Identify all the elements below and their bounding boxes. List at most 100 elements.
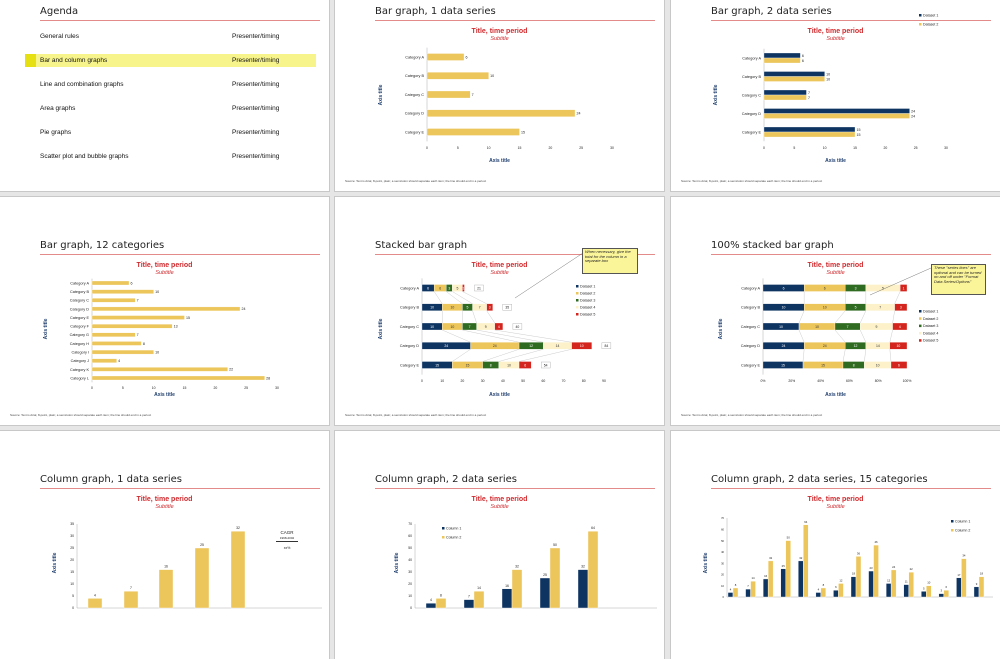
column-value-label: 5 (923, 586, 925, 590)
title-divider (711, 254, 991, 255)
legend-swatch (576, 285, 579, 288)
column-value-label: 23 (869, 566, 873, 570)
y-tick-label: 35 (70, 522, 74, 526)
agenda-item[interactable]: General rules Presenter/timing (0, 30, 329, 43)
series-line (446, 291, 463, 304)
legend-swatch (919, 14, 922, 17)
category-label: Category C (741, 325, 760, 329)
column-value-label: 18 (980, 572, 984, 576)
series-line (442, 329, 471, 343)
segment-value-label: 3 (489, 306, 491, 310)
chart-plot: 0 10 20 30 40 50 60 70 4 7 16 25 32 8 14 32 50 64 Column 1… (408, 522, 657, 610)
agenda-item[interactable]: Bar and column graphs Presenter/timing (0, 54, 329, 67)
agenda-item[interactable]: Area graphs Presenter/timing (0, 102, 329, 115)
agenda-item[interactable]: Line and combination graphs Presenter/tim… (0, 78, 329, 91)
column-value-label: 64 (804, 520, 808, 524)
x-tick-label: 0 (763, 146, 765, 150)
column-value-label: 7 (747, 584, 749, 588)
slide-column-graph-1-series[interactable]: Column graph, 1 data series 0 5 10 15 20 25 30 3… (0, 431, 329, 659)
bar (91, 306, 241, 312)
column-bar (194, 547, 210, 609)
y-tick-label: 20 (721, 573, 724, 577)
total-value: 84 (604, 344, 608, 348)
series-line (462, 291, 487, 304)
bar-value-label: 24 (911, 114, 915, 118)
segment-value-label: 5 (855, 306, 857, 310)
chart-subtitle: Subtitle (155, 504, 174, 510)
x-tick-label: 30 (944, 146, 948, 150)
column-bar (463, 599, 475, 609)
x-tick-label: 20 (213, 386, 217, 390)
y-tick-label: 10 (721, 584, 724, 588)
y-axis-title: Axis title (43, 318, 49, 340)
slide-column-graph-15-categories[interactable]: Column graph, 2 data series, 15 categori… (671, 431, 1000, 659)
column-value-label: 46 (874, 540, 878, 544)
bar (91, 280, 130, 286)
segment-value-label: 6 (824, 286, 826, 290)
y-tick-label: 20 (70, 558, 74, 562)
chart-subtitle: Subtitle (490, 270, 509, 276)
segment-value-label: 7 (469, 325, 471, 329)
slide-stacked-bar-graph[interactable]: Stacked bar graph 0 10 20 30 40 50 60 70 80 90 Cate… (335, 197, 664, 425)
bar-value-label: 7 (137, 299, 139, 303)
segment-value-label: 10 (823, 306, 827, 310)
slide-column-graph-2-series[interactable]: Column graph, 2 data series 0 10 20 30 40 50 60… (335, 431, 664, 659)
segment-value-label: 7 (847, 325, 849, 329)
series-line (798, 329, 805, 343)
agenda-item[interactable]: Scatter plot and bubble graphs Presenter/… (0, 150, 329, 163)
chart-subtitle: Subtitle (155, 270, 174, 276)
legend-label: Dataset 1 (923, 14, 938, 18)
callout-pointer (869, 267, 932, 296)
category-label: Category H (70, 342, 89, 346)
x-tick-label: 15 (518, 146, 522, 150)
column-bar (727, 592, 734, 598)
segment-value-label: 24 (782, 344, 786, 348)
column-bar (803, 524, 809, 598)
slide-title: Bar graph, 12 categories (40, 240, 165, 251)
slide-title: Column graph, 1 data series (40, 474, 182, 485)
legend-label: Dataset 4 (923, 331, 938, 335)
bar (91, 375, 265, 381)
column-value-label: 25 (782, 564, 786, 568)
category-label: Category B (400, 306, 419, 310)
bar-segment (518, 361, 532, 369)
agenda-item[interactable]: Pie graphs Presenter/timing (0, 126, 329, 139)
column-bar (873, 544, 879, 598)
slide-agenda[interactable]: Agenda General rules Presenter/timing Bar a… (0, 0, 329, 191)
slide-bar-graph-12-categories[interactable]: Bar graph, 12 categories 0 5 10 15 20 25 30 Cate… (0, 197, 329, 425)
slide-100-percent-stacked-bar-graph[interactable]: 100% stacked bar graph 0% 20% 40% 60% 80% 100%… (671, 197, 1000, 425)
segment-value-label: 6 (783, 286, 785, 290)
agenda-item-presenter: Presenter/timing (232, 105, 280, 112)
category-label: Category C (400, 325, 419, 329)
x-axis-title: Axis title (154, 392, 175, 398)
series-line (486, 310, 495, 324)
x-axis-title: Axis title (489, 392, 510, 398)
column-value-label: 7 (130, 586, 132, 590)
agenda-item-presenter: Presenter/timing (232, 33, 280, 40)
y-axis-title: Axis title (394, 552, 400, 574)
series-line (452, 291, 473, 304)
category-label: Category B (742, 75, 761, 79)
category-label: Category C (742, 93, 761, 97)
column-bar (732, 587, 739, 598)
slide-bar-graph-1-series[interactable]: Bar graph, 1 data series 0 5 10 15 20 25 30 Cate… (335, 0, 664, 191)
category-label: Category I (71, 350, 89, 354)
title-divider (40, 20, 320, 21)
x-tick-label: 10 (487, 146, 491, 150)
x-tick-label: 0 (421, 379, 423, 383)
column-bar (587, 530, 599, 609)
category-label: Category A (741, 286, 760, 290)
y-tick-label: 40 (408, 558, 412, 562)
legend-label: Column 1 (955, 520, 970, 524)
column-bar (850, 576, 857, 598)
slide-bar-graph-2-series[interactable]: Bar graph, 2 data series 0 5 10 15 20 25 30 Cate… (671, 0, 1000, 191)
title-divider (375, 254, 655, 255)
legend-swatch (576, 313, 579, 316)
y-tick-label: 30 (721, 561, 724, 565)
bar (763, 76, 825, 82)
bar (91, 349, 154, 355)
category-label: Category B (741, 306, 760, 310)
bar (426, 72, 489, 80)
bar-value-label: 10 (826, 77, 830, 81)
category-label: Category J (71, 359, 89, 363)
